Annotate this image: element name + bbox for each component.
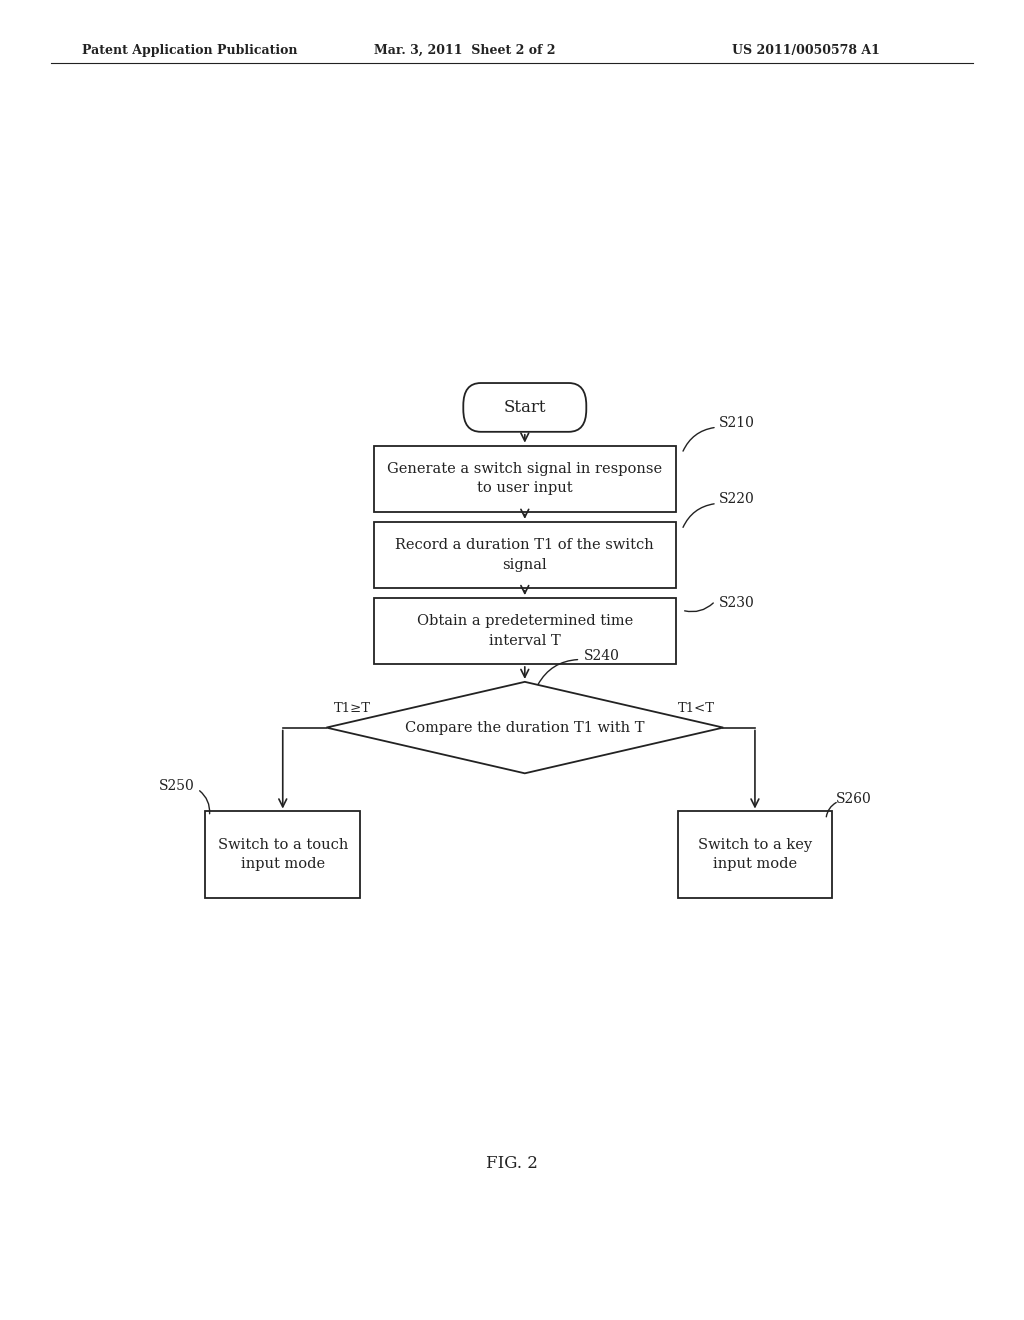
Text: Obtain a predetermined time
interval T: Obtain a predetermined time interval T [417,614,633,648]
Text: FIG. 2: FIG. 2 [486,1155,538,1172]
Bar [374,521,676,587]
Text: Switch to a touch
input mode: Switch to a touch input mode [217,838,348,871]
Text: Start: Start [504,399,546,416]
Text: S240: S240 [585,649,621,664]
Bar [374,446,676,512]
Polygon shape [327,682,723,774]
Text: S250: S250 [160,779,196,793]
Text: Patent Application Publication: Patent Application Publication [82,44,297,57]
Text: S260: S260 [837,792,872,807]
Bar [678,812,833,898]
Text: Mar. 3, 2011  Sheet 2 of 2: Mar. 3, 2011 Sheet 2 of 2 [374,44,555,57]
Text: Compare the duration T1 with T: Compare the duration T1 with T [406,721,644,735]
Text: T1<T: T1<T [678,702,715,715]
Text: T1≥T: T1≥T [334,702,372,715]
Text: S230: S230 [719,597,755,610]
FancyBboxPatch shape [463,383,587,432]
Text: Switch to a key
input mode: Switch to a key input mode [698,838,812,871]
Text: S210: S210 [719,416,755,430]
Bar [206,812,360,898]
Text: Generate a switch signal in response
to user input: Generate a switch signal in response to … [387,462,663,495]
Text: S220: S220 [719,492,755,507]
Text: US 2011/0050578 A1: US 2011/0050578 A1 [732,44,880,57]
Bar [374,598,676,664]
Text: Record a duration T1 of the switch
signal: Record a duration T1 of the switch signa… [395,539,654,572]
